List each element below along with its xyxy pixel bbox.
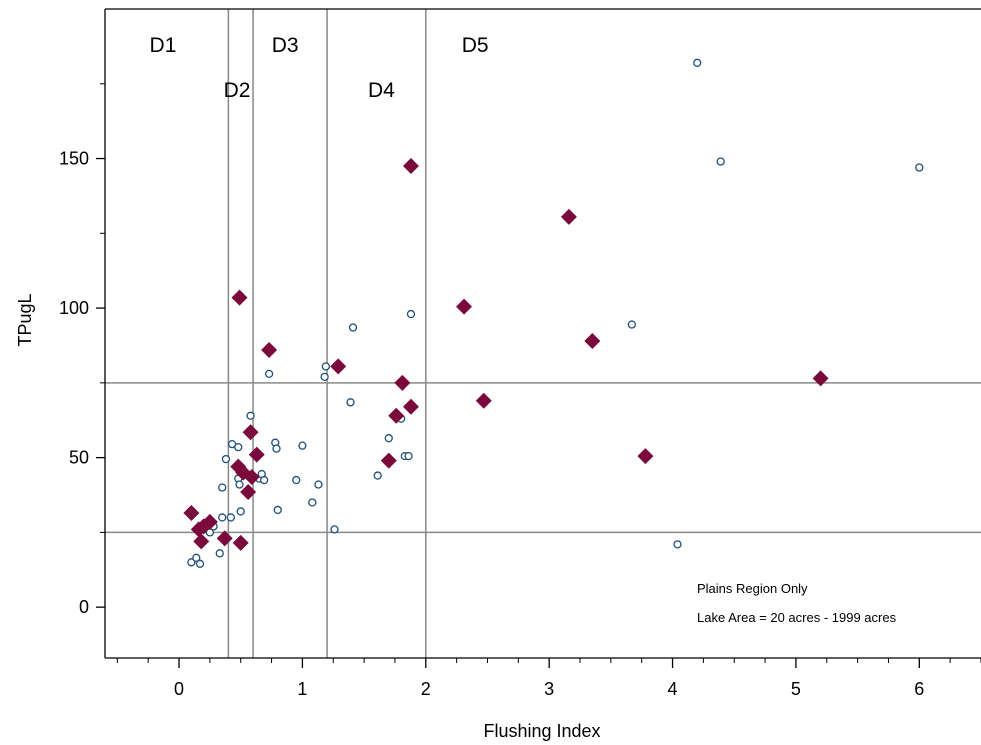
- annotation-region: Plains Region Only: [697, 581, 808, 596]
- circle-point-0: [187, 558, 196, 567]
- axes: 0 1 2 3 4 5 6 0 50 100 150: [59, 8, 981, 699]
- x-tick-label: 2: [421, 679, 431, 699]
- reference-lines: [105, 9, 981, 658]
- circle-point-43: [915, 163, 924, 172]
- y-tick-label: 50: [69, 448, 89, 468]
- region-label-d5: D5: [462, 34, 489, 57]
- x-tick-label: 0: [174, 679, 184, 699]
- diamond-point-23: [560, 208, 577, 225]
- circle-point-34: [384, 434, 393, 443]
- x-tick-label: 4: [668, 679, 678, 699]
- annotations: Plains Region Only Lake Area = 20 acres -…: [697, 581, 897, 625]
- region-label-d2: D2: [224, 79, 251, 102]
- x-tick-label: 3: [544, 679, 554, 699]
- x-tick-label: 5: [791, 679, 801, 699]
- diamond-point-10: [240, 484, 257, 501]
- diamond-point-5: [216, 530, 233, 547]
- diamond-point-21: [456, 298, 473, 315]
- circle-point-29: [321, 362, 331, 371]
- diamond-point-14: [261, 341, 278, 358]
- circle-point-37: [404, 451, 413, 461]
- region-label-d4: D4: [368, 79, 395, 102]
- circle-point-1: [192, 553, 201, 562]
- diamond-point-16: [380, 452, 397, 469]
- circle-point-41: [693, 58, 702, 67]
- circle-point-14: [236, 507, 245, 516]
- diamond-point-24: [584, 332, 601, 349]
- diamond-point-0: [183, 504, 200, 521]
- diamond-point-18: [394, 374, 411, 391]
- circle-point-20: [264, 369, 274, 379]
- diamond-point-26: [812, 370, 829, 387]
- diamond-point-15: [330, 358, 347, 375]
- y-tick-label: 0: [79, 597, 89, 617]
- y-tick-label: 150: [59, 149, 89, 169]
- diamond-point-7: [231, 289, 248, 306]
- circle-point-30: [330, 525, 339, 534]
- circle-point-28: [320, 372, 329, 382]
- x-tick-label: 6: [914, 679, 924, 699]
- circle-point-38: [406, 309, 416, 319]
- diamond-point-13: [248, 446, 265, 463]
- circle-point-2: [195, 559, 205, 568]
- y-tick-label: 100: [59, 298, 89, 318]
- circle-point-9: [226, 513, 235, 522]
- circle-point-19: [260, 475, 269, 485]
- diamond-point-2: [193, 533, 210, 550]
- diamond-point-4: [201, 513, 218, 530]
- annotation-lake-area: Lake Area = 20 acres - 1999 acres: [697, 610, 897, 625]
- circle-point-25: [298, 441, 307, 450]
- x-axis-title: Flushing Index: [483, 721, 600, 741]
- diamond-point-8: [232, 534, 249, 551]
- diamond-point-22: [475, 392, 492, 409]
- diamond-point-12: [243, 469, 260, 486]
- circle-point-39: [627, 320, 636, 329]
- diamond-point-17: [388, 407, 405, 424]
- region-label-d3: D3: [272, 34, 299, 57]
- circle-point-32: [348, 323, 358, 332]
- diamond-point-11: [242, 424, 259, 441]
- diamond-point-19: [402, 398, 419, 415]
- circle-point-26: [308, 498, 317, 507]
- circle-point-16: [246, 411, 255, 420]
- circle-point-7: [218, 513, 227, 522]
- circle-point-22: [272, 444, 281, 453]
- circle-point-8: [221, 454, 231, 464]
- circle-point-13: [235, 480, 244, 489]
- region-label-d1: D1: [150, 34, 177, 57]
- diamond-point-25: [637, 448, 654, 465]
- circle-point-11: [234, 442, 243, 452]
- x-tick-label: 1: [297, 679, 307, 699]
- circle-point-31: [346, 398, 355, 407]
- diamond-point-20: [402, 158, 419, 175]
- circle-point-6: [218, 483, 227, 492]
- circle-point-42: [716, 157, 725, 166]
- data-points: [183, 58, 924, 568]
- circle-point-33: [373, 471, 382, 480]
- circle-point-23: [273, 505, 282, 515]
- y-axis-title: TPugL: [15, 293, 35, 346]
- region-labels: D1 D2 D3 D4 D5: [150, 34, 489, 102]
- circle-point-27: [314, 480, 323, 489]
- circle-point-40: [673, 540, 682, 549]
- circle-point-5: [215, 549, 224, 558]
- circle-point-24: [292, 475, 301, 485]
